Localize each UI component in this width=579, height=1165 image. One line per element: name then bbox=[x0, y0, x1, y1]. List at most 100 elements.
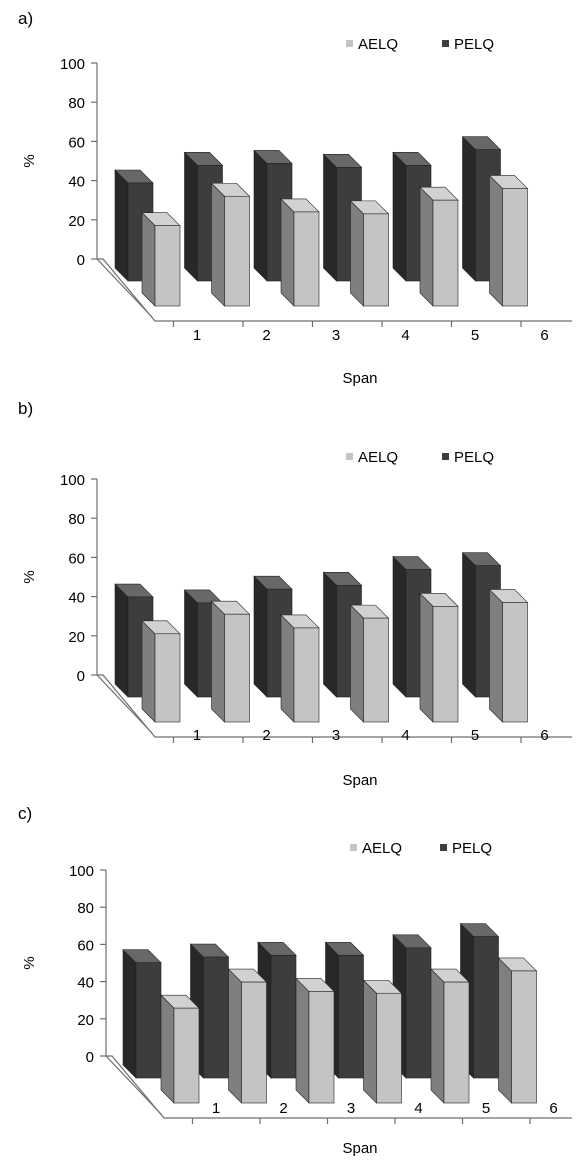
bar-aelq-3 bbox=[295, 977, 335, 1104]
y-tick-label: 0 bbox=[77, 252, 85, 269]
y-tick-label: 100 bbox=[60, 472, 85, 489]
bar-pelq-1-side bbox=[114, 583, 129, 698]
bar-aelq-6 bbox=[488, 174, 529, 307]
legend-swatch-aelq bbox=[346, 453, 353, 460]
y-tick-label: 100 bbox=[60, 56, 85, 73]
x-tick-label: 2 bbox=[262, 727, 270, 744]
legend-label-aelq: AELQ bbox=[358, 449, 398, 466]
bar-aelq-4-side bbox=[350, 200, 364, 307]
floor-outline bbox=[97, 674, 572, 738]
bar-aelq-6 bbox=[497, 957, 538, 1104]
bar-aelq-2-side bbox=[211, 600, 225, 723]
legend: AELQ PELQ bbox=[350, 840, 492, 857]
bar-pelq-5-side bbox=[392, 555, 407, 698]
legend: AELQ PELQ bbox=[346, 449, 494, 466]
bar-pelq-6 bbox=[461, 135, 502, 282]
x-tick-label: 6 bbox=[549, 1100, 557, 1117]
x-tick-label: 5 bbox=[482, 1100, 490, 1117]
legend-swatch-aelq bbox=[346, 40, 353, 47]
bar-aelq-1 bbox=[160, 994, 200, 1104]
chart-panel-1: a) 0 20 40 60 80 100% 1 2 3 4 5 6 Span AELQ PELQ bbox=[18, 9, 572, 387]
bar-aelq-2-side bbox=[228, 968, 242, 1104]
bar-aelq-1-side bbox=[141, 211, 156, 307]
bar-pelq-3-side bbox=[253, 149, 268, 282]
bar-aelq-1-side bbox=[160, 994, 175, 1104]
bar-aelq-3-side bbox=[295, 977, 310, 1104]
bar-pelq-1 bbox=[114, 169, 154, 282]
floor-edge bbox=[96, 258, 153, 318]
bar-pelq-6-side bbox=[462, 551, 476, 698]
bar-aelq-6-front bbox=[511, 970, 537, 1104]
panel-label: c) bbox=[18, 804, 32, 823]
bar-aelq-4-front bbox=[363, 213, 389, 307]
bar-aelq-4 bbox=[349, 604, 390, 723]
x-axis-label: Span bbox=[342, 772, 377, 789]
y-tick-label: 20 bbox=[68, 213, 85, 230]
bar-pelq-1-front bbox=[135, 962, 162, 1079]
bar-aelq-5-front bbox=[432, 199, 459, 307]
legend-swatch-pelq bbox=[442, 40, 449, 47]
bar-aelq-3-side bbox=[280, 198, 295, 307]
bar-pelq-6-front bbox=[473, 936, 499, 1079]
bar-aelq-5 bbox=[419, 592, 459, 723]
bar-aelq-3-front bbox=[293, 211, 320, 307]
y-tick-label: 40 bbox=[68, 590, 85, 607]
bar-pelq-6-side bbox=[462, 135, 476, 282]
bar-aelq-6-side bbox=[498, 957, 512, 1104]
bar-aelq-1-side bbox=[141, 620, 156, 723]
y-tick-label: 0 bbox=[77, 668, 85, 685]
bar-aelq-6-front bbox=[502, 602, 528, 723]
legend-label-aelq: AELQ bbox=[358, 36, 398, 53]
bar-aelq-2-front bbox=[224, 195, 250, 307]
x-axis-label: Span bbox=[342, 370, 377, 387]
legend-label-pelq: PELQ bbox=[454, 449, 494, 466]
y-tick-label: 80 bbox=[68, 511, 85, 528]
bar-aelq-6-side bbox=[489, 588, 503, 723]
floor-edge bbox=[96, 674, 153, 734]
x-tick-label: 5 bbox=[471, 727, 479, 744]
y-tick-label: 40 bbox=[68, 174, 85, 191]
x-tick-label: 1 bbox=[212, 1100, 220, 1117]
y-axis-label: % bbox=[21, 956, 38, 969]
bar-aelq-5-side bbox=[430, 968, 445, 1104]
y-axis-label: % bbox=[21, 154, 38, 167]
bar-aelq-2-front bbox=[241, 981, 267, 1104]
floor-outline bbox=[106, 1055, 572, 1119]
bar-pelq-3-front bbox=[270, 954, 297, 1079]
panel-label: a) bbox=[18, 9, 33, 28]
bar-aelq-3 bbox=[280, 198, 320, 307]
y-axis-label: % bbox=[21, 570, 38, 583]
y-tick-label: 40 bbox=[77, 975, 94, 992]
y-tick-label: 60 bbox=[68, 134, 85, 151]
bar-pelq-1-side bbox=[122, 948, 137, 1079]
bar-pelq-2-front bbox=[203, 956, 229, 1079]
bar-aelq-5 bbox=[430, 968, 470, 1104]
x-tick-label: 1 bbox=[193, 727, 201, 744]
legend-swatch-pelq bbox=[442, 453, 449, 460]
x-tick-label: 3 bbox=[332, 727, 340, 744]
bar-pelq-4-front bbox=[338, 954, 364, 1079]
bar-pelq-1-side bbox=[114, 169, 129, 282]
bar-aelq-5-side bbox=[419, 186, 434, 307]
x-tick-label: 6 bbox=[540, 327, 548, 344]
y-tick-label: 60 bbox=[68, 550, 85, 567]
x-tick-label: 5 bbox=[471, 327, 479, 344]
y-tick-label: 0 bbox=[86, 1049, 94, 1066]
bar-aelq-4 bbox=[349, 200, 390, 307]
bar-aelq-3-side bbox=[280, 614, 295, 723]
bar-aelq-5 bbox=[419, 186, 459, 307]
y-tick-label: 80 bbox=[68, 95, 85, 112]
x-tick-label: 1 bbox=[193, 327, 201, 344]
x-tick-label: 3 bbox=[347, 1100, 355, 1117]
bar-aelq-1-front bbox=[154, 633, 181, 723]
floor-outline bbox=[97, 258, 572, 322]
chart-panel-3: c) 0 20 40 60 80 100% 1 2 3 4 5 6 Span AELQ PELQ bbox=[18, 804, 572, 1157]
y-tick-label: 100 bbox=[69, 863, 94, 880]
y-tick-label: 80 bbox=[77, 900, 94, 917]
bar-aelq-1-front bbox=[154, 225, 181, 307]
bar-aelq-2-front bbox=[224, 613, 250, 723]
legend-label-pelq: PELQ bbox=[452, 840, 492, 857]
x-tick-label: 4 bbox=[414, 1100, 422, 1117]
